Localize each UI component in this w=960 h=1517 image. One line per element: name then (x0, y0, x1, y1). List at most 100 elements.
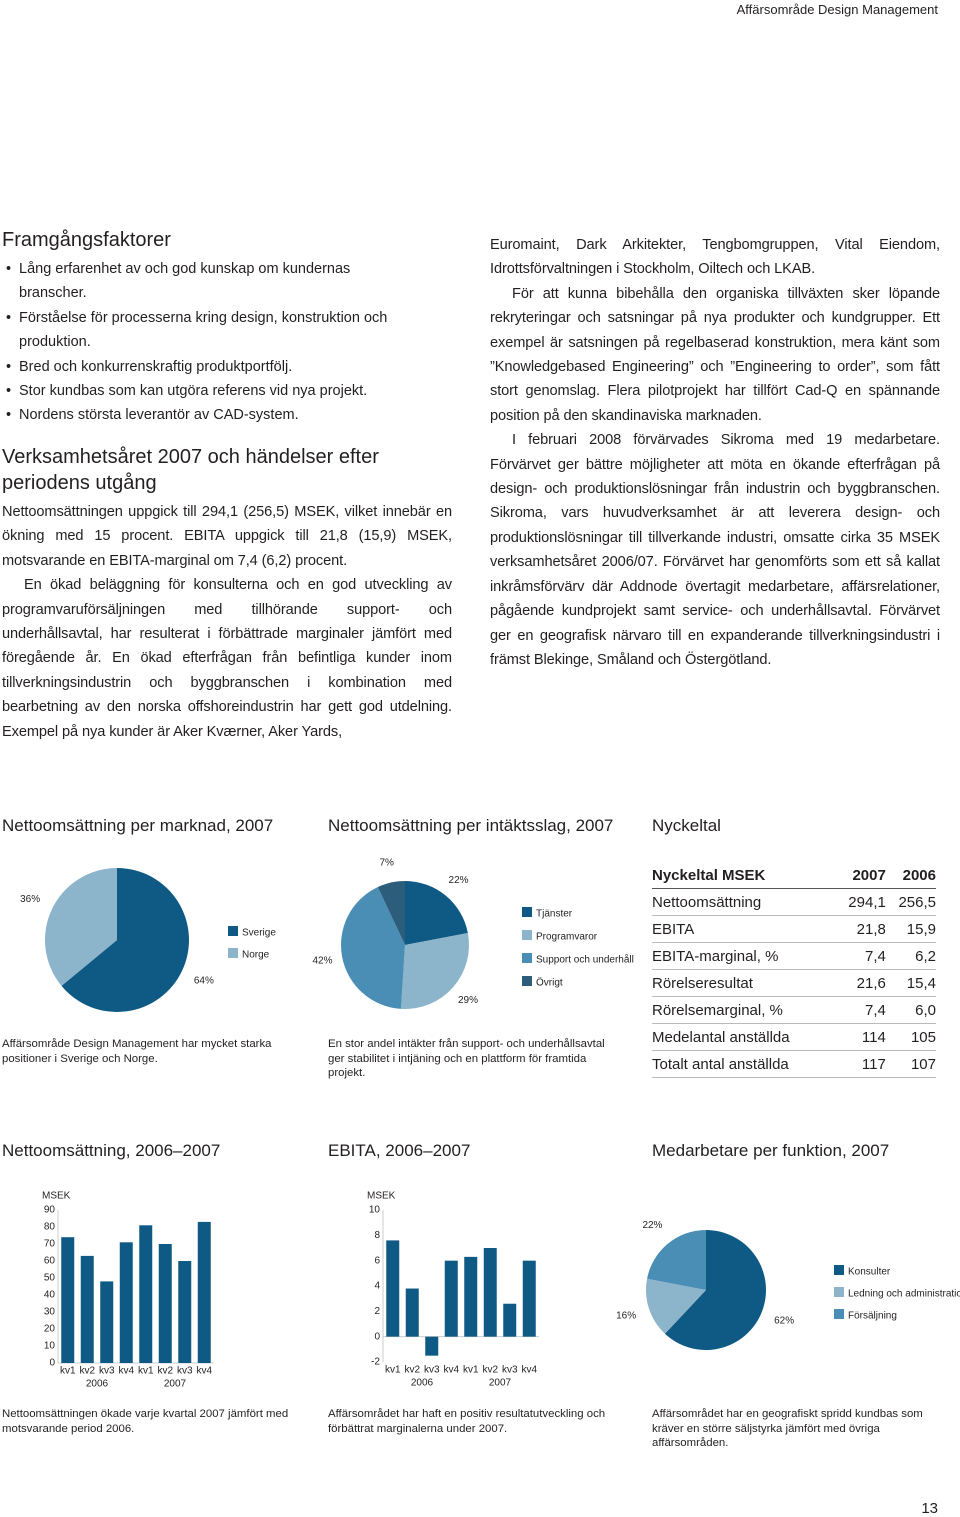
bar (522, 1260, 536, 1337)
column-header: 2006 (885, 862, 936, 889)
x-tick-label: kv1 (138, 1366, 154, 1377)
heading: Framgångsfaktorer (2, 229, 171, 251)
table-row: EBITA-marginal, % 7,4 6,2 (652, 942, 936, 970)
legend-swatch (522, 976, 532, 986)
table-cell: 107 (885, 1050, 936, 1078)
table-cell: 7,4 (835, 942, 886, 970)
group-label: 2007 (164, 1379, 187, 1390)
table-cell: 114 (835, 1023, 886, 1051)
data-label: 62% (774, 1316, 794, 1327)
table-cell: EBITA (652, 915, 836, 943)
bar (405, 1288, 419, 1337)
x-tick-label: kv4 (118, 1366, 134, 1377)
chart-caption: En stor andel intäkter från support- och… (328, 1038, 605, 1079)
bar (119, 1242, 133, 1363)
table-cell: 21,6 (835, 969, 886, 997)
bar (464, 1256, 478, 1337)
y-tick-label: 10 (44, 1341, 56, 1352)
data-label: 36% (20, 894, 40, 905)
x-tick-label: kv4 (443, 1365, 459, 1376)
table-cell: Medelantal anställda (652, 1023, 836, 1051)
y-tick-label: 60 (44, 1256, 56, 1267)
legend-label: Försäljning (848, 1311, 897, 1322)
y-tick-label: 20 (44, 1324, 56, 1335)
paragraph: Euromaint, Dark Arkitekter, Tengbomgrupp… (490, 237, 940, 278)
legend-swatch (834, 1287, 844, 1297)
paragraph: Nettoomsättningen uppgick till 294,1 (25… (2, 504, 452, 569)
pie-slice (647, 1230, 706, 1290)
pie-slice (340, 887, 405, 1009)
paragraph: En ökad beläggning för konsulterna och e… (2, 577, 452, 740)
legend-label: Tjänster (536, 909, 573, 920)
table-cell: 256,5 (885, 888, 936, 916)
legend-label: Övrigt (536, 977, 563, 989)
y-tick-label: 40 (44, 1290, 56, 1301)
y-axis-label: MSEK (42, 1191, 71, 1202)
table-row: Medelantal anställda 114 105 (652, 1023, 936, 1051)
x-tick-label: kv1 (385, 1365, 401, 1376)
legend-label: Ledning och administration (848, 1289, 960, 1300)
chart-title: Medarbetare per funktion, 2007 (652, 1141, 890, 1160)
table-cell: Totalt antal anställda (652, 1050, 836, 1078)
table-cell: Rörelseresultat (652, 969, 836, 997)
legend-label: Konsulter (848, 1267, 891, 1278)
legend-label: Sverige (242, 928, 276, 939)
legend-swatch (228, 948, 238, 958)
table-cell: 15,4 (885, 969, 936, 997)
bar (139, 1225, 153, 1363)
y-tick-label: 0 (374, 1331, 380, 1342)
y-tick-label: 8 (374, 1230, 380, 1241)
legend-swatch (834, 1309, 844, 1319)
chart-caption: Affärsområde Design Management har mycke… (2, 1038, 272, 1065)
x-tick-label: kv4 (521, 1365, 537, 1376)
chart-caption: Affärsområdet har haft en positiv result… (328, 1408, 606, 1435)
bar (197, 1221, 211, 1363)
pie-slice (664, 1230, 767, 1351)
table-row: Rörelsemarginal, % 7,4 6,0 (652, 996, 936, 1024)
table-cell: 117 (835, 1050, 886, 1078)
table-cell: Rörelsemarginal, % (652, 996, 836, 1024)
x-tick-label: kv1 (60, 1366, 76, 1377)
table-title: Nyckeltal (652, 816, 721, 835)
pie-slice (44, 868, 117, 986)
legend-swatch (522, 953, 532, 963)
y-tick-label: 30 (44, 1307, 56, 1318)
x-tick-label: kv3 (502, 1365, 518, 1376)
bar (80, 1255, 94, 1363)
data-label: 22% (642, 1220, 662, 1231)
paragraph: För att kunna bibehålla den organiska ti… (490, 285, 940, 424)
x-tick-label: kv2 (482, 1365, 498, 1376)
chart-title: EBITA, 2006–2007 (328, 1141, 471, 1160)
table-header-row: Nyckeltal MSEK 2007 2006 (652, 862, 936, 889)
bar (425, 1336, 439, 1356)
key-figures-table: Nyckeltal MSEK 2007 2006 Nettoomsättning 294… (652, 862, 936, 1078)
data-label: 42% (312, 955, 332, 966)
table-cell: 7,4 (835, 996, 886, 1024)
x-tick-label: kv1 (463, 1365, 479, 1376)
legend-swatch (522, 907, 532, 917)
text-column: Euromaint, Dark Arkitekter, Tengbomgrupp… (490, 233, 940, 672)
x-tick-label: kv2 (404, 1365, 420, 1376)
chart-caption: Affärsområdet har en geografiskt spridd … (652, 1408, 923, 1449)
bar (444, 1260, 458, 1337)
table-cell: 21,8 (835, 915, 886, 943)
paragraph: I februari 2008 förvärvades Sikroma med … (490, 432, 940, 668)
y-tick-label: 4 (374, 1281, 380, 1292)
x-tick-label: kv3 (99, 1366, 115, 1377)
bullet: Lång erfarenhet av och god kunskap om ku… (2, 257, 402, 306)
pie-slice (405, 881, 468, 945)
x-tick-label: kv2 (157, 1366, 173, 1377)
bar (386, 1240, 400, 1337)
y-tick-label: 70 (44, 1239, 56, 1250)
legend-label: Norge (242, 950, 270, 961)
group-label: 2006 (86, 1379, 109, 1390)
y-tick-label: 0 (49, 1358, 55, 1369)
y-tick-label: 2 (374, 1306, 380, 1317)
x-tick-label: kv2 (79, 1366, 95, 1377)
y-tick-label: 50 (44, 1273, 56, 1284)
bullet: Förståelse för processerna kring design,… (2, 306, 402, 355)
y-tick-label: 6 (374, 1255, 380, 1266)
data-label: 29% (458, 995, 478, 1006)
